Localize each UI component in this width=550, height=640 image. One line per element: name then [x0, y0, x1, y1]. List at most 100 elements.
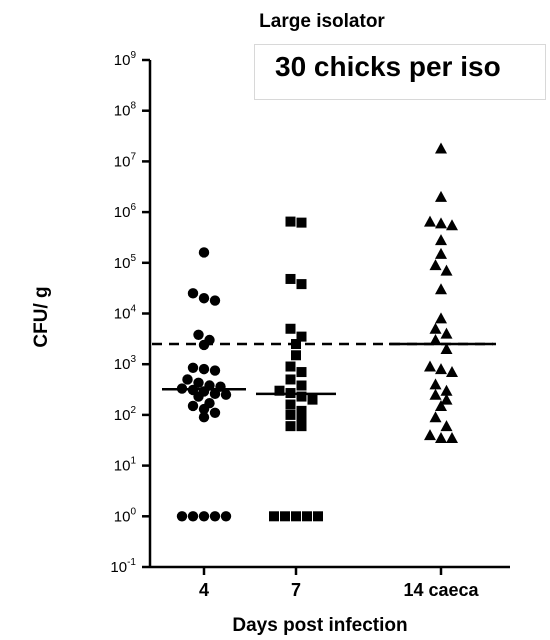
data-point-circle	[198, 511, 210, 522]
data-point-square	[285, 399, 296, 410]
data-point-triangle	[435, 142, 447, 154]
data-point-triangle	[440, 393, 453, 405]
data-point-triangle	[429, 411, 442, 423]
data-point-triangle	[435, 363, 447, 375]
data-point-triangle	[446, 219, 458, 231]
data-point-square	[296, 421, 307, 432]
y-tick-label: 101	[114, 456, 137, 475]
y-tick-label: 10-1	[110, 557, 136, 576]
y-tick-label: 104	[114, 304, 137, 323]
data-point-square	[296, 414, 307, 425]
y-tick-label: 102	[114, 405, 137, 424]
data-point-circle	[187, 288, 199, 299]
data-point-triangle	[424, 215, 436, 227]
data-point-square	[296, 217, 307, 228]
data-point-circle	[198, 293, 210, 304]
data-point-triangle	[440, 327, 453, 339]
data-point-square	[313, 511, 323, 522]
x-axis: 4 7 14 caeca	[150, 565, 510, 600]
data-point-triangle	[429, 334, 442, 346]
data-point-triangle	[429, 388, 442, 400]
data-point-circle	[209, 407, 221, 419]
data-point-triangle	[440, 384, 453, 396]
data-point-circle	[193, 329, 204, 341]
data-point-square	[296, 380, 307, 391]
x-tick-label: 4	[199, 580, 209, 600]
data-point-triangle	[435, 312, 447, 324]
data-point-square	[291, 350, 301, 361]
data-point-circle	[193, 391, 204, 402]
data-point-triangle	[446, 366, 458, 378]
annotation-box	[254, 44, 546, 100]
data-point-square	[285, 216, 296, 227]
data-point-triangle	[440, 420, 453, 432]
data-point-square	[285, 273, 296, 284]
data-point-triangle	[429, 322, 442, 334]
data-point-circle	[193, 377, 204, 388]
data-point-circle	[220, 511, 232, 522]
data-point-square	[285, 361, 296, 372]
data-point-square	[285, 323, 296, 334]
data-point-circle	[198, 247, 210, 258]
data-point-circle	[215, 381, 226, 392]
y-tick-label: 107	[114, 151, 137, 170]
x-tick-label: 7	[291, 580, 301, 600]
data-point-square	[291, 511, 301, 522]
data-point-circle	[176, 511, 188, 522]
data-point-square	[269, 511, 279, 522]
y-tick-label: 109	[114, 50, 137, 69]
data-point-square	[302, 511, 312, 522]
data-point-square	[296, 367, 307, 378]
y-axis-title: CFU/ g	[31, 286, 52, 347]
data-point-triangle	[424, 429, 436, 441]
y-tick-label: 100	[114, 506, 137, 525]
data-point-circle	[182, 374, 193, 385]
data-point-circle	[220, 389, 232, 400]
data-point-triangle	[440, 264, 453, 276]
data-point-triangle	[435, 234, 447, 246]
data-point-square	[291, 339, 301, 350]
y-axis: 10-1 100 101 102 103 104 105 106 107 108 109	[110, 50, 152, 576]
data-point-triangle	[446, 432, 458, 444]
data-point-triangle	[429, 259, 442, 271]
x-tick-label: 14 caeca	[403, 580, 479, 600]
data-point-triangle	[435, 283, 447, 295]
data-point-triangle	[424, 360, 436, 372]
data-point-circle	[198, 412, 210, 423]
data-points	[176, 142, 458, 522]
y-tick-label: 103	[114, 354, 137, 373]
data-point-square	[296, 391, 307, 402]
data-point-circle	[187, 400, 199, 412]
y-tick-label: 108	[114, 101, 137, 120]
data-point-triangle	[435, 399, 447, 411]
data-point-square	[307, 394, 318, 405]
data-point-circle	[198, 363, 210, 375]
data-point-circle	[209, 295, 221, 306]
data-point-square	[274, 385, 285, 396]
data-point-square	[296, 405, 307, 416]
data-point-triangle	[429, 378, 442, 390]
data-point-circle	[198, 339, 210, 351]
data-point-triangle	[440, 342, 453, 354]
data-point-circle	[198, 403, 210, 415]
data-point-circle	[209, 388, 221, 400]
data-point-square	[296, 279, 307, 290]
data-point-square	[285, 388, 296, 399]
data-point-circle	[187, 511, 199, 522]
y-tick-label: 106	[114, 202, 137, 221]
data-point-square	[285, 374, 296, 385]
annotation-text: 30 chicks per iso	[275, 51, 501, 82]
y-tick-label: 105	[114, 253, 137, 272]
data-point-circle	[209, 365, 221, 376]
data-point-circle	[209, 511, 221, 522]
data-point-square	[285, 409, 296, 420]
data-point-triangle	[435, 432, 447, 444]
data-point-square	[280, 511, 290, 522]
data-point-triangle	[435, 247, 447, 259]
data-point-circle	[187, 362, 199, 373]
data-point-square	[296, 331, 307, 342]
chart-title: Large isolator	[259, 11, 385, 32]
data-point-triangle	[435, 190, 447, 202]
x-axis-title: Days post infection	[232, 615, 407, 636]
